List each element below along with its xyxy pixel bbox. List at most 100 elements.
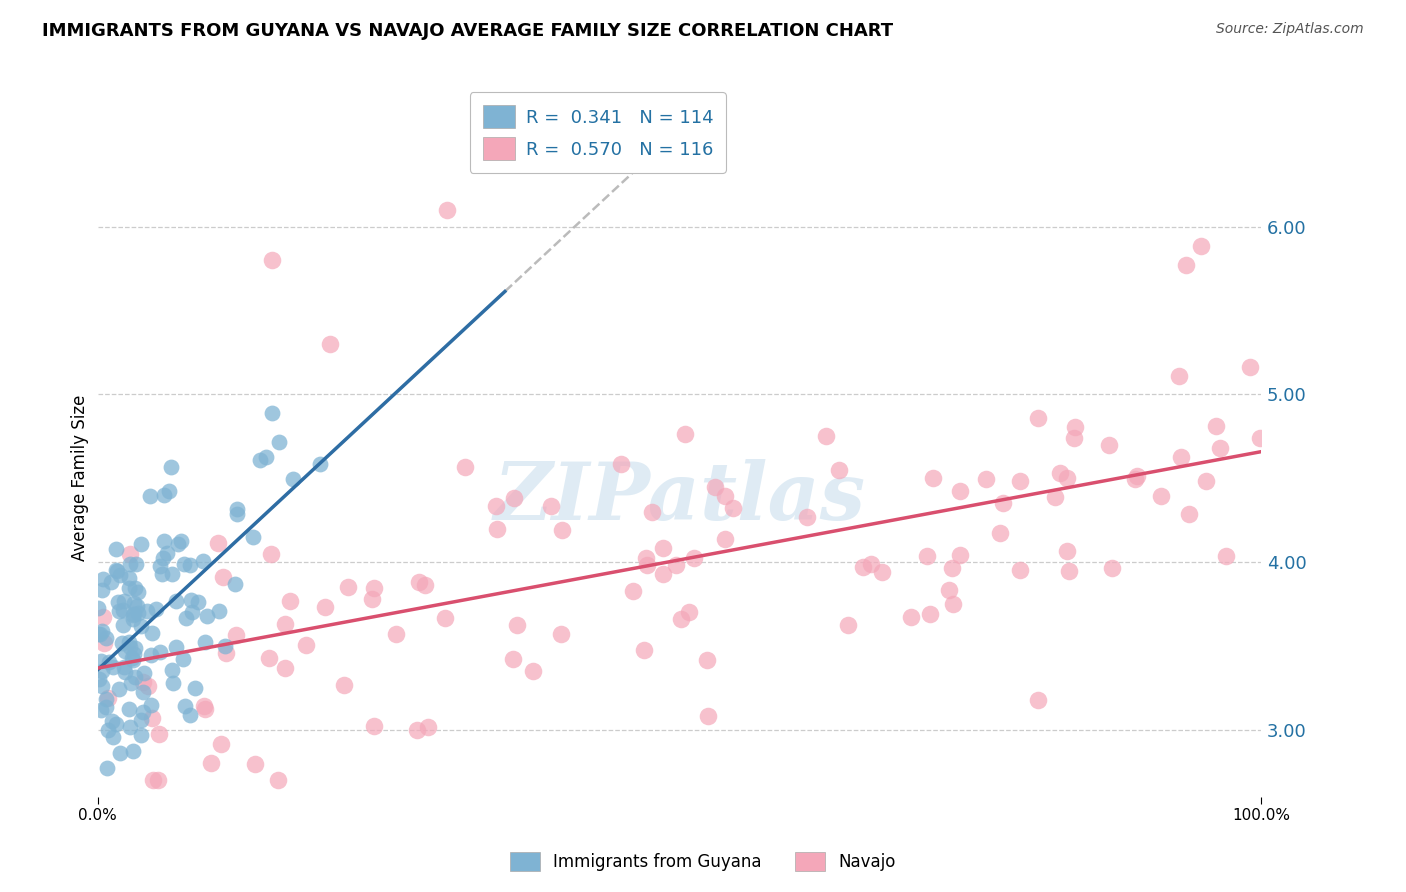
Point	[454, 460, 477, 475]
Point	[260, 406, 283, 420]
Point	[485, 522, 508, 536]
Point	[363, 719, 385, 733]
Point	[1178, 507, 1201, 521]
Point	[193, 699, 215, 714]
Point	[522, 664, 544, 678]
Point	[172, 651, 194, 665]
Point	[160, 663, 183, 677]
Point	[502, 652, 524, 666]
Point	[162, 675, 184, 690]
Point	[179, 708, 201, 723]
Point	[136, 604, 159, 618]
Point	[683, 551, 706, 566]
Point	[118, 571, 141, 585]
Point	[129, 536, 152, 550]
Point	[260, 547, 283, 561]
Point	[132, 665, 155, 680]
Point	[90, 655, 112, 669]
Point	[921, 471, 943, 485]
Point	[665, 558, 688, 572]
Point	[97, 723, 120, 737]
Point	[242, 529, 264, 543]
Point	[1064, 419, 1087, 434]
Point	[274, 660, 297, 674]
Point	[98, 655, 121, 669]
Point	[153, 534, 176, 549]
Point	[122, 653, 145, 667]
Point	[974, 471, 997, 485]
Point	[1056, 471, 1078, 485]
Point	[281, 472, 304, 486]
Point	[184, 681, 207, 695]
Point	[1209, 441, 1232, 455]
Point	[127, 585, 149, 599]
Point	[837, 617, 859, 632]
Point	[194, 702, 217, 716]
Point	[267, 772, 290, 787]
Point	[125, 599, 148, 613]
Point	[101, 730, 124, 744]
Point	[118, 720, 141, 734]
Point	[406, 723, 429, 738]
Point	[107, 595, 129, 609]
Point	[633, 642, 655, 657]
Y-axis label: Average Family Size: Average Family Size	[72, 395, 89, 561]
Point	[938, 583, 960, 598]
Point	[1126, 468, 1149, 483]
Point	[384, 627, 406, 641]
Point	[209, 737, 232, 751]
Text: ZIPatlas: ZIPatlas	[494, 458, 866, 536]
Point	[131, 705, 153, 719]
Point	[1205, 419, 1227, 434]
Point	[132, 685, 155, 699]
Point	[118, 640, 141, 655]
Point	[214, 646, 236, 660]
Point	[551, 523, 574, 537]
Point	[165, 593, 187, 607]
Point	[870, 565, 893, 579]
Point	[121, 608, 143, 623]
Point	[121, 744, 143, 758]
Point	[416, 720, 439, 734]
Point	[91, 609, 114, 624]
Point	[1063, 431, 1085, 445]
Point	[226, 507, 249, 521]
Point	[127, 606, 149, 620]
Point	[949, 548, 972, 562]
Point	[436, 202, 458, 217]
Point	[122, 648, 145, 662]
Text: IMMIGRANTS FROM GUYANA VS NAVAJO AVERAGE FAMILY SIZE CORRELATION CHART: IMMIGRANTS FROM GUYANA VS NAVAJO AVERAGE…	[42, 22, 893, 40]
Point	[859, 558, 882, 572]
Point	[120, 547, 142, 561]
Point	[540, 499, 562, 513]
Point	[948, 484, 970, 499]
Point	[1056, 544, 1078, 558]
Point	[112, 659, 135, 673]
Point	[152, 488, 174, 502]
Point	[485, 499, 508, 513]
Point	[678, 605, 700, 619]
Point	[105, 563, 128, 577]
Point	[1249, 432, 1271, 446]
Point	[167, 536, 190, 550]
Point	[696, 653, 718, 667]
Point	[121, 651, 143, 665]
Point	[118, 635, 141, 649]
Point	[110, 567, 132, 582]
Point	[165, 640, 187, 655]
Point	[90, 583, 112, 598]
Point	[145, 602, 167, 616]
Point	[550, 627, 572, 641]
Point	[156, 546, 179, 560]
Point	[257, 651, 280, 665]
Point	[714, 489, 737, 503]
Point	[93, 636, 115, 650]
Point	[249, 453, 271, 467]
Point	[652, 566, 675, 581]
Point	[187, 595, 209, 609]
Point	[1098, 438, 1121, 452]
Point	[90, 703, 112, 717]
Point	[122, 596, 145, 610]
Point	[152, 551, 174, 566]
Point	[100, 714, 122, 729]
